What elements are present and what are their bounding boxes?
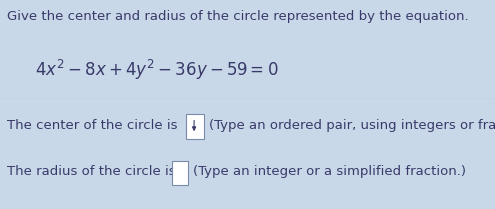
Text: (Type an ordered pair, using integers or fraction: (Type an ordered pair, using integers or… bbox=[209, 119, 495, 132]
Text: The radius of the circle is: The radius of the circle is bbox=[7, 165, 176, 178]
FancyBboxPatch shape bbox=[186, 114, 204, 139]
FancyBboxPatch shape bbox=[172, 161, 188, 185]
Text: The center of the circle is: The center of the circle is bbox=[7, 119, 178, 132]
Text: (Type an integer or a simplified fraction.): (Type an integer or a simplified fractio… bbox=[193, 165, 466, 178]
Text: $4x^2-8x+4y^2-36y-59=0$: $4x^2-8x+4y^2-36y-59=0$ bbox=[35, 57, 278, 82]
Text: Give the center and radius of the circle represented by the equation.: Give the center and radius of the circle… bbox=[7, 10, 469, 23]
